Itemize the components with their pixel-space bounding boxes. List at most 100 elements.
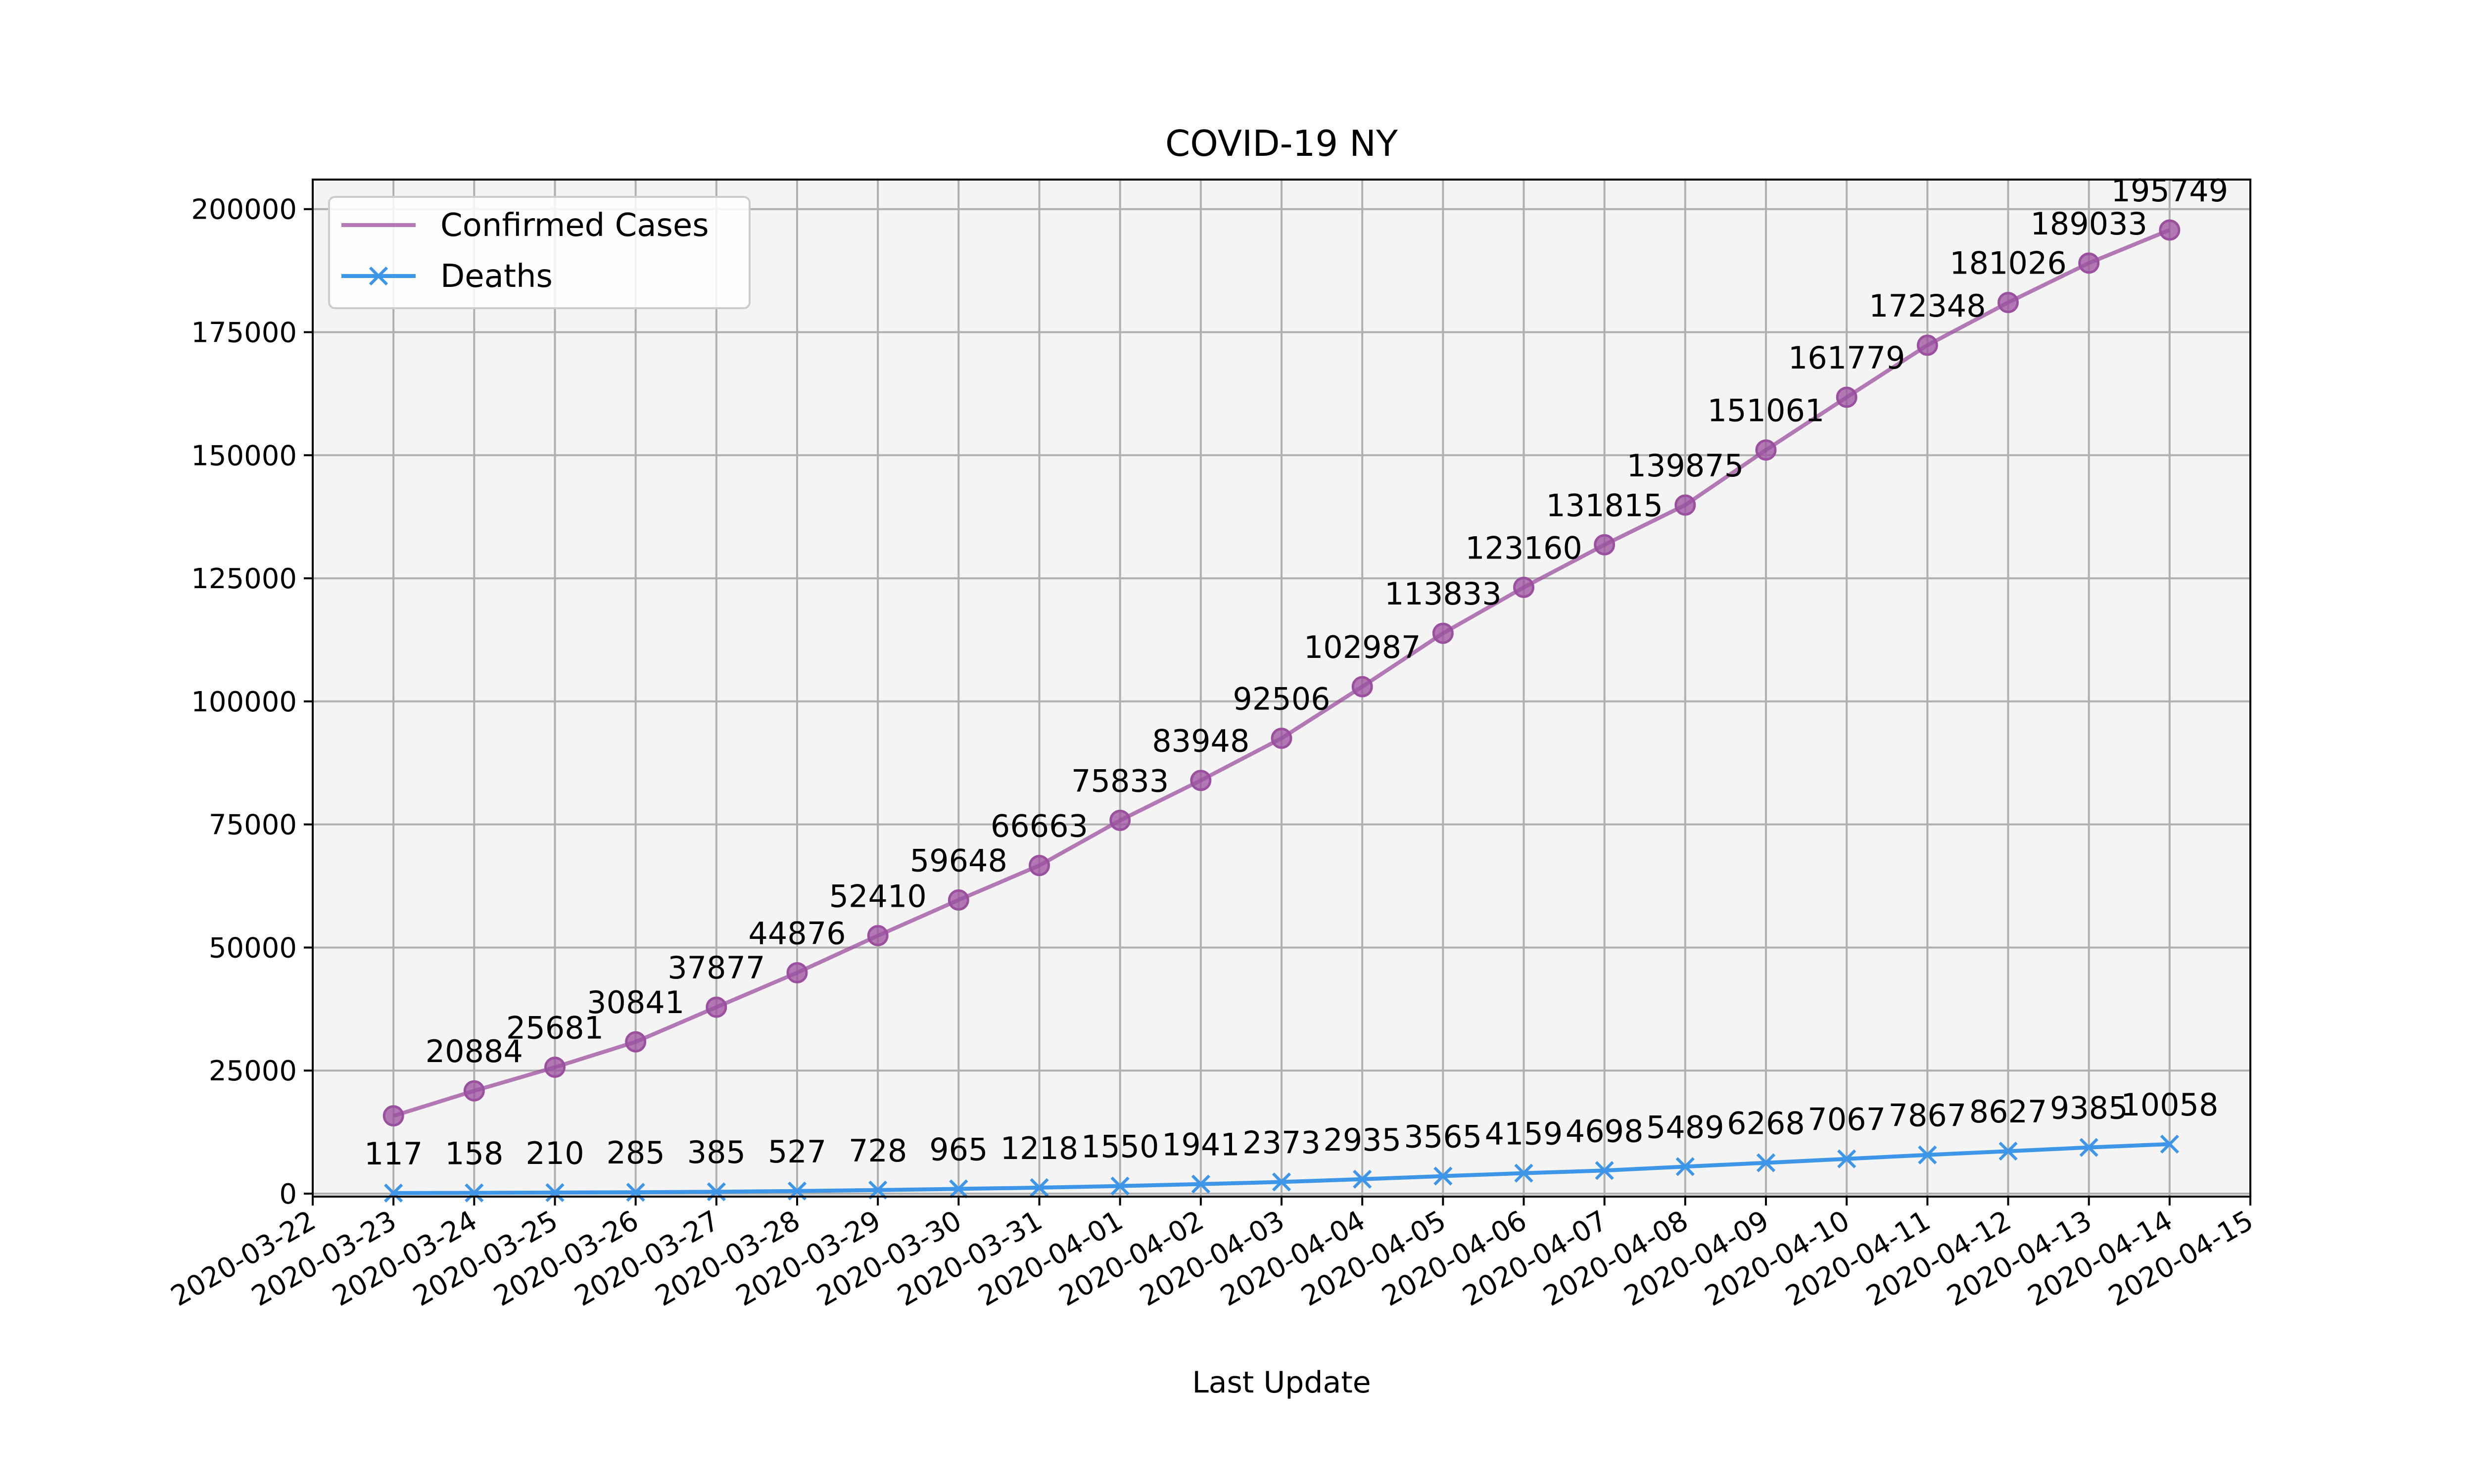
confirmed-cases-data-label: 102987 [1304, 629, 1421, 665]
deaths-point [1514, 1163, 1533, 1183]
confirmed-cases-point [2078, 252, 2100, 274]
deaths-data-label: 4698 [1566, 1113, 1644, 1149]
x-marker-stroke [949, 1179, 968, 1199]
confirmed-cases-point [867, 925, 889, 946]
x-marker-stroke [1272, 1172, 1291, 1192]
x-marker-stroke [1110, 1176, 1130, 1196]
deaths-series [384, 1134, 2179, 1203]
confirmed-cases-point [1998, 292, 2019, 314]
deaths-data-label: 1218 [1000, 1130, 1079, 1166]
confirmed-cases-point [625, 1031, 647, 1053]
x-marker-stroke [465, 1183, 484, 1203]
x-marker-stroke [1191, 1174, 1210, 1194]
legend-label: Confirmed Cases [440, 207, 709, 244]
deaths-data-label: 117 [364, 1136, 423, 1172]
confirmed-cases-point [1916, 334, 1938, 356]
y-tick-label: 200000 [191, 194, 297, 226]
confirmed-cases-point [2159, 219, 2181, 241]
confirmed-cases-data-label: 44876 [748, 915, 846, 951]
confirmed-cases-data-label: 20884 [426, 1033, 523, 1069]
confirmed-cases-data-label: 123160 [1465, 530, 1582, 566]
deaths-point [1433, 1166, 1453, 1186]
deaths-data-label: 4159 [1485, 1116, 1563, 1152]
deaths-data-label: 158 [445, 1135, 503, 1171]
x-marker-stroke [2160, 1134, 2179, 1154]
confirmed-cases-point [1351, 676, 1373, 697]
confirmed-cases-data-label: 52410 [829, 878, 927, 914]
confirmed-cases-data-label: 189033 [2030, 206, 2147, 242]
legend-item-confirmed-cases: Confirmed Cases [341, 207, 709, 244]
confirmed-cases-point [382, 1105, 404, 1127]
deaths-point [1353, 1169, 1372, 1189]
deaths-point [1756, 1153, 1776, 1172]
deaths-data-label: 1941 [1162, 1127, 1240, 1163]
confirmed-cases-data-label: 161779 [1788, 340, 1905, 376]
legend-swatch-marker [369, 266, 388, 286]
confirmed-cases-point [544, 1056, 566, 1078]
deaths-data-label: 7067 [1808, 1102, 1886, 1138]
confirmed-cases-point [1190, 770, 1212, 791]
confirmed-cases-point [1109, 809, 1131, 831]
legend: Confirmed Cases Deaths [328, 196, 751, 309]
deaths-data-label: 9385 [2050, 1090, 2128, 1126]
confirmed-cases-data-label: 181026 [1950, 245, 2067, 281]
x-marker-stroke [2079, 1138, 2098, 1157]
confirmed-cases-point [1513, 576, 1534, 598]
deaths-data-label: 210 [525, 1135, 584, 1171]
deaths-point [1918, 1145, 1937, 1164]
deaths-data-label: 385 [687, 1134, 746, 1170]
confirmed-cases-data-label: 172348 [1869, 288, 1986, 324]
deaths-data-label: 2935 [1323, 1122, 1401, 1158]
confirmed-cases-point [1674, 494, 1696, 516]
y-tick-label: 25000 [209, 1055, 297, 1087]
confirmed-cases-point [463, 1080, 485, 1102]
legend-frame [328, 196, 751, 309]
deaths-point [1110, 1176, 1130, 1196]
series-layer [382, 219, 2181, 1203]
deaths-data-label: 5489 [1646, 1109, 1724, 1145]
deaths-data-label: 1550 [1081, 1129, 1159, 1165]
x-marker-stroke [1756, 1153, 1776, 1172]
y-tick-label: 75000 [209, 809, 297, 841]
x-marker-stroke [1998, 1142, 2018, 1161]
confirmed-cases-data-label: 83948 [1152, 723, 1249, 759]
deaths-point [384, 1183, 403, 1203]
x-marker-stroke [1514, 1163, 1533, 1183]
deaths-point [545, 1183, 565, 1203]
confirmed-cases-data-label: 30841 [587, 984, 684, 1020]
deaths-point [1191, 1174, 1210, 1194]
confirmed-cases-data-label: 37877 [667, 950, 765, 986]
confirmed-cases-point [786, 962, 808, 983]
confirmed-cases-point [948, 889, 969, 911]
y-tick-label: 100000 [191, 686, 297, 718]
x-marker-stroke [626, 1183, 645, 1202]
confirmed-cases-series [382, 219, 2181, 1127]
x-marker-stroke [545, 1183, 565, 1203]
x-marker-stroke [1433, 1166, 1453, 1186]
deaths-data-label: 3565 [1404, 1119, 1482, 1155]
y-tick-label: 150000 [191, 440, 297, 472]
y-tick-label: 175000 [191, 317, 297, 349]
confirmed-cases-point [706, 996, 727, 1018]
deaths-data-label: 7867 [1888, 1098, 1966, 1134]
confirmed-cases-point [1029, 855, 1050, 877]
deaths-data-label: 8627 [1969, 1094, 2047, 1130]
deaths-data-label: 527 [768, 1134, 826, 1170]
confirmed-cases-data-label: 151061 [1708, 393, 1825, 429]
deaths-data-label: 285 [606, 1135, 665, 1171]
legend-label: Deaths [440, 258, 553, 295]
confirmed-cases-point [1432, 622, 1454, 644]
x-marker-stroke [1675, 1157, 1695, 1176]
x-marker-stroke [384, 1183, 403, 1203]
deaths-point [2160, 1134, 2179, 1154]
data-labels: 2088425681308413787744876524105964866663… [364, 173, 2228, 1172]
deaths-data-label: 6268 [1727, 1106, 1805, 1142]
y-tick-label: 0 [279, 1178, 297, 1210]
x-marker-stroke [1918, 1145, 1937, 1164]
deaths-point [1998, 1142, 2018, 1161]
deaths-point [1837, 1149, 1856, 1168]
confirmed-cases-data-label: 75833 [1071, 763, 1169, 799]
y-tick-label: 50000 [209, 932, 297, 964]
deaths-point [1595, 1161, 1614, 1180]
